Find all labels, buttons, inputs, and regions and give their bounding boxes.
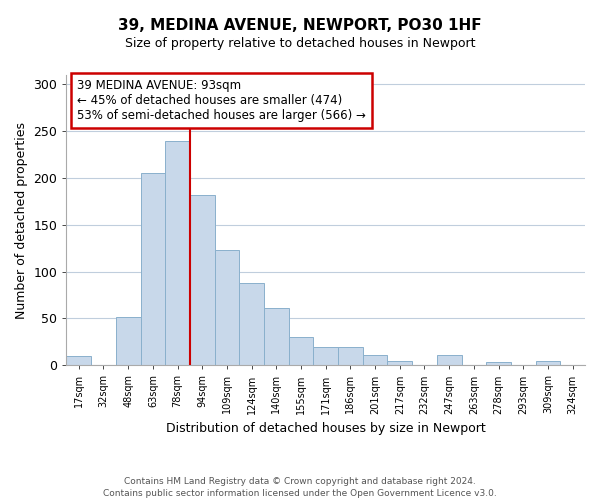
Bar: [536, 360, 560, 366]
X-axis label: Distribution of detached houses by size in Newport: Distribution of detached houses by size …: [166, 422, 485, 435]
Bar: [215, 250, 239, 366]
Text: Size of property relative to detached houses in Newport: Size of property relative to detached ho…: [125, 38, 475, 51]
Bar: [338, 346, 363, 366]
Bar: [313, 348, 338, 366]
Bar: [116, 316, 140, 366]
Text: 39 MEDINA AVENUE: 93sqm
← 45% of detached houses are smaller (474)
53% of semi-d: 39 MEDINA AVENUE: 93sqm ← 45% of detache…: [77, 80, 366, 122]
Bar: [437, 355, 461, 366]
Bar: [264, 308, 289, 366]
Bar: [165, 140, 190, 366]
Bar: [67, 356, 91, 366]
Text: 39, MEDINA AVENUE, NEWPORT, PO30 1HF: 39, MEDINA AVENUE, NEWPORT, PO30 1HF: [118, 18, 482, 32]
Bar: [140, 174, 165, 366]
Bar: [486, 362, 511, 366]
Text: Contains HM Land Registry data © Crown copyright and database right 2024.
Contai: Contains HM Land Registry data © Crown c…: [103, 476, 497, 498]
Bar: [190, 195, 215, 366]
Bar: [289, 337, 313, 366]
Y-axis label: Number of detached properties: Number of detached properties: [15, 122, 28, 318]
Bar: [388, 360, 412, 366]
Bar: [363, 355, 388, 366]
Bar: [239, 283, 264, 366]
